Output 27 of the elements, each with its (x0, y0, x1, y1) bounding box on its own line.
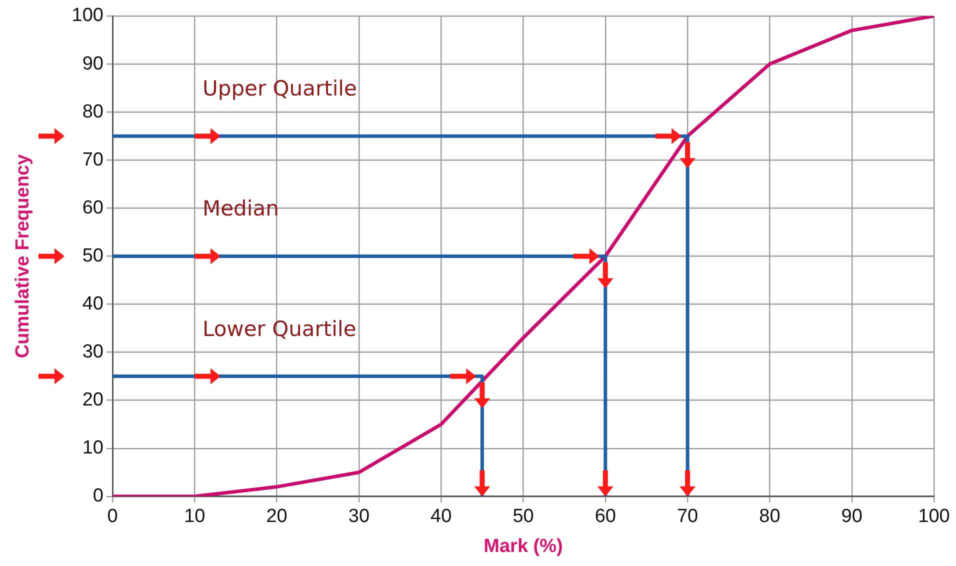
x-tick-label: 70 (676, 506, 698, 528)
x-tick-label: 20 (266, 506, 288, 528)
x-tick-label: 50 (512, 506, 534, 528)
y-tick-label: 0 (92, 486, 104, 507)
y-tick-label: 50 (82, 245, 104, 266)
x-tick-label: 0 (107, 506, 118, 528)
y-tick-label: 30 (82, 342, 104, 363)
x-axis-title: Mark (%) (484, 536, 563, 557)
annotation: Upper Quartile (202, 76, 357, 101)
x-tick-label: 30 (348, 506, 370, 528)
annotation: Lower Quartile (202, 316, 356, 341)
x-tick-label: 100 (918, 506, 950, 528)
y-tick-label: 40 (82, 293, 104, 314)
x-tick-label: 60 (594, 506, 616, 528)
y-tick-label: 90 (82, 53, 104, 74)
annotation: Median (202, 196, 279, 221)
y-axis-title: Cumulative Frequency (12, 154, 34, 358)
y-tick-label: 100 (72, 5, 104, 26)
y-tick-label: 20 (82, 390, 104, 411)
y-tick-label: 60 (82, 197, 104, 218)
x-tick-label: 40 (430, 506, 452, 528)
y-tick-label: 70 (82, 149, 104, 170)
y-tick-label: 80 (82, 101, 104, 122)
x-tick-label: 90 (841, 506, 862, 528)
x-tick-label: 80 (759, 506, 780, 528)
y-tick-label: 10 (82, 438, 104, 459)
x-tick-label: 10 (184, 506, 206, 528)
